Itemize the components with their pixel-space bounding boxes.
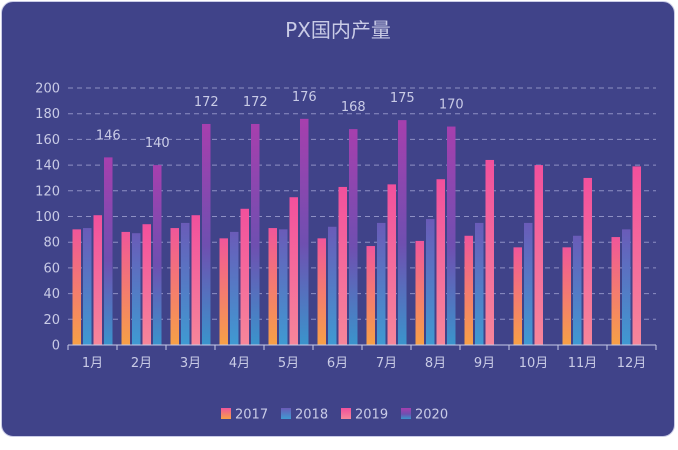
chart-card: PX国内产量 146 140 172 172 176 168 175 170 <box>1 1 675 437</box>
bar-chart: 146 140 172 172 176 168 175 170 0 20 40 60 80 100 120… <box>35 82 657 423</box>
bar-2017-6 <box>317 238 326 345</box>
bar-2019-10 <box>534 165 543 345</box>
bar-2020-5 <box>300 118 309 345</box>
bar-2018-7 <box>377 222 386 345</box>
legend-swatch-2017[interactable] <box>221 408 231 419</box>
bar-2017-1 <box>72 229 81 345</box>
bar-2018-4 <box>230 231 239 345</box>
x-tick-label: 3月 <box>180 356 201 371</box>
bar-2017-5 <box>268 228 277 345</box>
bar-2018-1 <box>83 228 92 345</box>
x-tick-label: 1月 <box>82 356 103 371</box>
y-tick-label: 80 <box>43 236 60 251</box>
bar-2017-3 <box>170 228 179 345</box>
bar-2017-2 <box>121 231 130 345</box>
bar-2018-8 <box>426 219 435 345</box>
x-tick-label: 11月 <box>568 356 598 371</box>
bar-2017-9 <box>464 235 473 345</box>
data-label: 168 <box>341 100 366 115</box>
bar-2017-4 <box>219 238 228 345</box>
bar-2020-6 <box>349 129 358 345</box>
x-tick-label: 5月 <box>278 356 299 371</box>
bar-2017-8 <box>415 240 424 345</box>
bar-2020-7 <box>398 120 407 345</box>
x-tick-label: 12月 <box>617 356 647 371</box>
y-tick-label: 0 <box>52 339 60 354</box>
chart-title: PX国内产量 <box>285 18 391 42</box>
bar-2019-6 <box>338 186 347 345</box>
bar-2018-12 <box>622 229 631 345</box>
bar-2018-9 <box>475 222 484 345</box>
y-tick-label: 180 <box>35 107 60 122</box>
legend-label-2019[interactable]: 2019 <box>355 408 388 423</box>
bar-2019-7 <box>387 184 396 345</box>
legend-swatch-2018[interactable] <box>281 408 291 419</box>
x-tick-label: 8月 <box>425 356 446 371</box>
y-tick-label: 100 <box>35 210 60 225</box>
data-label: 172 <box>243 95 268 110</box>
y-tick-label: 160 <box>35 133 60 148</box>
bar-2018-6 <box>328 226 337 345</box>
bar-2018-11 <box>573 235 582 345</box>
legend-swatch-2020[interactable] <box>401 408 411 419</box>
bar-2018-3 <box>181 222 190 345</box>
data-label: 172 <box>194 95 219 110</box>
data-label: 146 <box>96 128 121 143</box>
bar-2020-1 <box>104 157 113 345</box>
bar-2017-12 <box>611 237 620 345</box>
bar-2020-4 <box>251 123 260 345</box>
bar-2019-2 <box>142 224 151 345</box>
y-tick-label: 40 <box>43 287 60 302</box>
bar-2020-8 <box>447 126 456 345</box>
legend-label-2020[interactable]: 2020 <box>415 408 448 423</box>
x-tick-label: 2月 <box>131 356 152 371</box>
legend-label-2018[interactable]: 2018 <box>295 408 328 423</box>
bar-2018-5 <box>279 229 288 345</box>
bar-2017-10 <box>513 247 522 345</box>
bar-2019-8 <box>436 179 445 345</box>
y-tick-label: 140 <box>35 159 60 174</box>
x-tick-label: 10月 <box>519 356 549 371</box>
x-tick-label: 7月 <box>376 356 397 371</box>
bar-2017-7 <box>366 246 375 345</box>
bar-2018-2 <box>132 233 141 345</box>
data-label: 170 <box>439 98 464 113</box>
bar-2018-10 <box>524 222 533 345</box>
y-tick-label: 200 <box>35 82 60 97</box>
y-tick-label: 60 <box>43 261 60 276</box>
x-tick-label: 9月 <box>474 356 495 371</box>
bar-2019-3 <box>191 215 200 345</box>
bar-2019-4 <box>240 208 249 345</box>
y-tick-label: 20 <box>43 313 60 328</box>
bar-2020-3 <box>202 123 211 345</box>
bar-2019-1 <box>93 215 102 345</box>
bar-2020-2 <box>153 165 162 345</box>
bar-2019-11 <box>583 177 592 345</box>
bar-2019-5 <box>289 197 298 345</box>
bar-2019-9 <box>485 159 494 345</box>
data-label: 176 <box>292 90 317 105</box>
x-tick-label: 6月 <box>327 356 348 371</box>
bar-2019-12 <box>632 166 641 345</box>
legend-swatch-2019[interactable] <box>341 408 351 419</box>
data-label: 175 <box>390 91 415 106</box>
legend-label-2017[interactable]: 2017 <box>235 408 268 423</box>
x-tick-label: 4月 <box>229 356 250 371</box>
y-tick-label: 120 <box>35 184 60 199</box>
bar-2017-11 <box>562 247 571 345</box>
data-label: 140 <box>145 136 170 151</box>
